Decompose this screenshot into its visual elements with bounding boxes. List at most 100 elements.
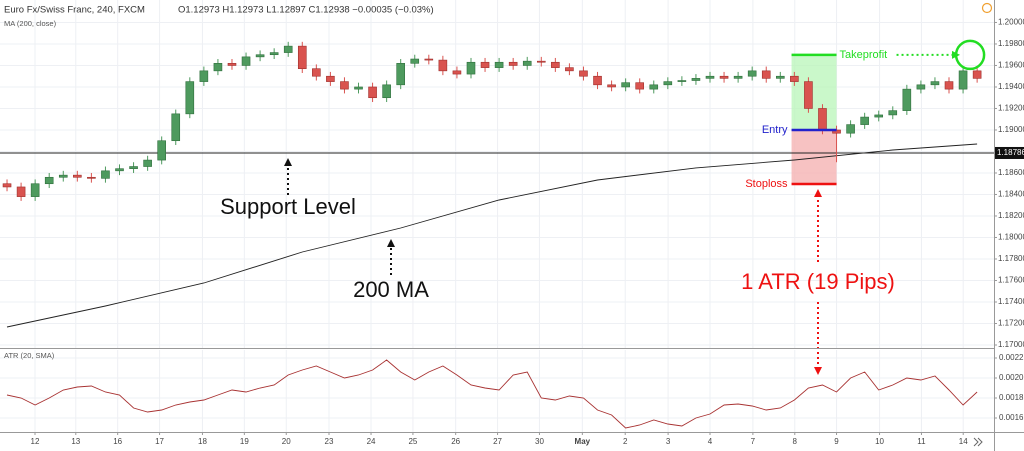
x-tick-label: 23 — [325, 437, 334, 446]
target-circle — [954, 39, 986, 71]
candle-body — [129, 166, 138, 169]
x-tick-label: 27 — [493, 437, 502, 446]
candle-body — [536, 60, 546, 63]
x-tick-label: 3 — [666, 437, 671, 446]
candle-body — [635, 82, 645, 90]
x-tick-label: 13 — [71, 437, 80, 446]
x-tick-label: 30 — [535, 437, 544, 446]
candle-body — [466, 61, 476, 75]
atr-line — [6, 359, 978, 429]
candle-body — [747, 70, 757, 77]
y-tick-label: 0.0016 — [999, 413, 1024, 422]
candle-body — [663, 81, 673, 86]
candle-body — [143, 159, 152, 167]
atr-arrowhead-down — [814, 367, 822, 375]
candle-body — [396, 63, 405, 86]
candle-body — [972, 70, 982, 79]
candle-body — [705, 75, 715, 79]
x-tick-label: 16 — [113, 437, 122, 446]
profit-zone — [791, 54, 837, 130]
x-tick-label: 17 — [155, 437, 164, 446]
candle-body — [354, 86, 363, 90]
x-tick-label: May — [575, 437, 591, 446]
entry-label: Entry — [762, 124, 788, 136]
candle-body — [115, 168, 124, 172]
stoploss-label: Stoploss — [745, 178, 788, 190]
candle-body — [44, 176, 54, 185]
y-tick-label: 0.0022 — [999, 353, 1024, 362]
x-tick-label: 7 — [751, 437, 756, 446]
candle-body — [804, 81, 813, 109]
y-tick-label: 0.0018 — [999, 393, 1024, 402]
candle-body — [241, 56, 251, 66]
x-tick-label: 18 — [198, 437, 207, 446]
candle-body — [368, 86, 377, 99]
candle-body — [944, 81, 954, 90]
scroll-button[interactable] — [973, 437, 983, 447]
candle-body — [902, 88, 912, 111]
candle-body — [438, 59, 448, 72]
candle-body — [930, 81, 940, 86]
candle-body — [382, 84, 391, 99]
candle-body — [2, 183, 12, 188]
candle-body — [171, 113, 181, 142]
candle-body — [733, 75, 743, 79]
candle-body — [73, 174, 82, 178]
candle-body — [58, 174, 68, 178]
y-tick-label: 1.17200 — [998, 319, 1024, 328]
y-tick-label: 1.19400 — [998, 82, 1024, 91]
symbol-title: Euro Fx/Swiss Franc, 240, FXCM — [4, 5, 145, 16]
candle-body — [326, 75, 335, 82]
candle-body — [916, 84, 926, 90]
support-annotation: Support Level — [220, 194, 356, 219]
x-tick-label: 2 — [623, 437, 628, 446]
y-tick-label: 1.17600 — [998, 276, 1024, 285]
candle-body — [621, 82, 630, 88]
candle-body — [677, 80, 687, 82]
x-tick-label: 4 — [708, 437, 713, 446]
candle-body — [101, 170, 110, 179]
candle-body — [551, 61, 560, 68]
candle-body — [269, 52, 279, 56]
candle-body — [888, 110, 898, 116]
y-tick-label: 1.18000 — [998, 233, 1024, 242]
candle-body — [874, 114, 884, 118]
candle-body — [593, 75, 602, 86]
candle-body — [410, 58, 420, 64]
candle-body — [775, 75, 785, 79]
candle-body — [297, 45, 307, 69]
y-tick-label: 0.0020 — [999, 373, 1024, 382]
candle-body — [719, 75, 729, 79]
candle-body — [283, 45, 293, 53]
candle-body — [579, 70, 588, 77]
candle-body — [199, 70, 209, 82]
ma-annotation: 200 MA — [353, 277, 429, 302]
x-tick-label: 11 — [917, 437, 926, 446]
candle-body — [255, 54, 265, 58]
candle-body — [565, 67, 574, 72]
candle-body — [213, 63, 223, 72]
plot — [0, 41, 994, 429]
candle-body — [649, 84, 659, 90]
x-tick-label: 9 — [834, 437, 839, 446]
candle-body — [185, 81, 195, 115]
candle-body — [452, 70, 462, 75]
ohlc-readout: O1.12973 H1.12973 L1.12897 C1.12938 −0.0… — [178, 5, 434, 16]
y-tick-label: 1.17400 — [998, 297, 1024, 306]
atr-arrowhead-up — [814, 188, 822, 197]
x-tick-label: 19 — [240, 437, 249, 446]
alert-icon[interactable] — [981, 2, 993, 14]
atr-annotation: 1 ATR (19 Pips) — [741, 269, 895, 294]
x-tick-label: 20 — [282, 437, 291, 446]
candle-body — [30, 183, 40, 197]
candle-body — [790, 75, 799, 82]
candle-body — [508, 61, 518, 66]
ma-label: MA (200, close) — [4, 19, 57, 28]
x-tick-label: 26 — [451, 437, 460, 446]
candle-body — [846, 124, 855, 134]
y-tick-label: 1.18200 — [998, 211, 1024, 220]
x-tick-label: 25 — [408, 437, 417, 446]
support-arrowhead — [284, 157, 292, 166]
